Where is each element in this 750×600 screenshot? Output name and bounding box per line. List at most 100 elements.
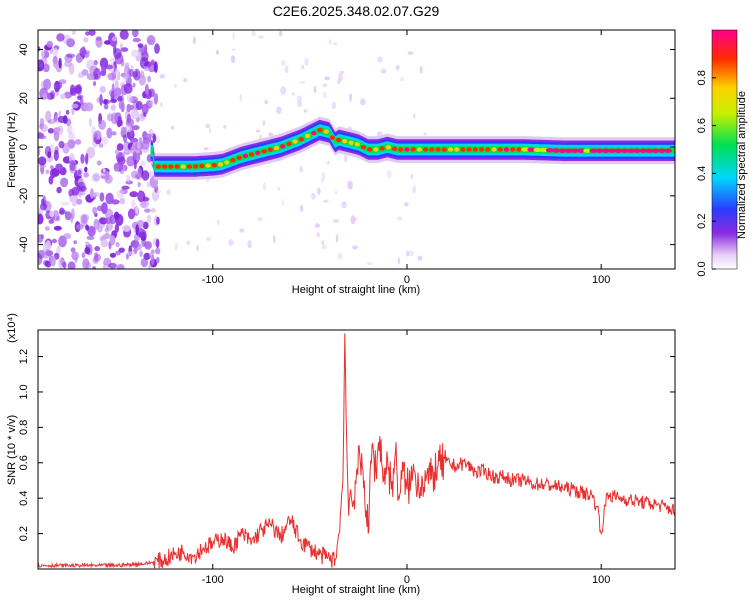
noise-blob bbox=[130, 137, 139, 143]
colorbar-tick-label: 0.0 bbox=[696, 261, 708, 276]
y-tick-label: 0.6 bbox=[18, 455, 30, 470]
noise-blob bbox=[143, 133, 152, 139]
noise-blob bbox=[296, 95, 302, 102]
noise-blob bbox=[70, 87, 77, 96]
spectrogram-panel: -100 0 100 -40 -20 0 20 40 Height of straight l… bbox=[6, 29, 676, 296]
noise-blob bbox=[277, 187, 280, 191]
noise-blob bbox=[132, 125, 140, 131]
x-tick-label: 100 bbox=[592, 574, 610, 586]
noise-blob bbox=[102, 265, 109, 269]
ridge-peak bbox=[620, 148, 629, 153]
noise-blob bbox=[56, 245, 61, 255]
noise-blob bbox=[135, 205, 139, 215]
noise-blob bbox=[139, 250, 143, 258]
noise-blob bbox=[268, 132, 274, 137]
ridge-peak bbox=[162, 164, 168, 169]
colorbar-gradient bbox=[711, 29, 738, 270]
noise-blob bbox=[136, 142, 141, 150]
noise-blob bbox=[343, 154, 348, 163]
noise-blob bbox=[111, 131, 117, 136]
noise-blob bbox=[145, 83, 149, 95]
noise-blob bbox=[147, 61, 156, 73]
noise-blob bbox=[109, 98, 117, 104]
y-tick-label: 0.4 bbox=[18, 491, 30, 506]
noise-blob bbox=[125, 118, 134, 128]
noise-blob bbox=[203, 147, 209, 151]
noise-blob bbox=[53, 149, 59, 162]
ridge-peak bbox=[509, 147, 516, 152]
ridge-peak bbox=[404, 147, 410, 152]
ridge-peak bbox=[429, 147, 435, 152]
noise-blob bbox=[156, 135, 160, 144]
y-tick-label: 0.8 bbox=[18, 420, 30, 435]
noise-blob bbox=[110, 104, 117, 111]
noise-blob bbox=[284, 65, 289, 74]
ridge-peak bbox=[651, 148, 660, 153]
noise-blob bbox=[38, 156, 47, 166]
ridge-peak bbox=[367, 147, 373, 152]
noise-blob bbox=[119, 30, 129, 40]
noise-blob bbox=[47, 151, 52, 159]
noise-blob bbox=[104, 170, 110, 182]
y-tick-label: 40 bbox=[18, 43, 30, 55]
noise-blob bbox=[116, 189, 125, 199]
noise-blob bbox=[84, 247, 91, 255]
noise-blob bbox=[85, 152, 89, 164]
noise-blob bbox=[80, 213, 90, 222]
noise-blob bbox=[352, 245, 358, 250]
ridge-peak bbox=[454, 147, 460, 152]
noise-blob bbox=[124, 125, 133, 133]
ridge-peak bbox=[410, 147, 416, 152]
noise-blob bbox=[321, 244, 327, 250]
noise-blob bbox=[138, 150, 143, 156]
noise-blob bbox=[410, 173, 414, 180]
ridge-peak bbox=[261, 149, 267, 154]
ridge-peak bbox=[466, 147, 472, 152]
noise-blob bbox=[129, 191, 139, 198]
noise-blob bbox=[262, 182, 267, 191]
y-tick-label: 0 bbox=[18, 144, 30, 150]
noise-blob bbox=[112, 36, 118, 42]
colorbar-tick-label: 0.2 bbox=[696, 214, 708, 229]
ridge-peak bbox=[516, 147, 522, 152]
noise-blob bbox=[141, 103, 149, 115]
noise-blob bbox=[397, 257, 400, 265]
ridge-peak bbox=[205, 163, 211, 168]
ridge-peak bbox=[570, 148, 579, 153]
noise-blob bbox=[153, 61, 158, 73]
ridge-peak bbox=[664, 148, 672, 153]
noise-blob bbox=[276, 106, 282, 115]
spectrogram-ylabel: Frequency (Hz) bbox=[6, 112, 18, 188]
ridge-peak bbox=[186, 164, 193, 169]
noise-blob bbox=[42, 93, 48, 100]
x-tick-label: -100 bbox=[202, 574, 224, 586]
noise-blob bbox=[131, 49, 140, 58]
noise-blob bbox=[322, 92, 327, 98]
ridge-peak bbox=[614, 148, 623, 153]
noise-blob bbox=[44, 226, 50, 231]
ridge-peak bbox=[521, 147, 530, 152]
y-tick-label: -20 bbox=[18, 188, 30, 204]
ridge-peak bbox=[645, 148, 654, 153]
noise-blob bbox=[366, 262, 373, 266]
noise-blob bbox=[40, 124, 48, 132]
noise-blob bbox=[61, 93, 66, 100]
noise-blob bbox=[196, 244, 199, 252]
noise-blob bbox=[150, 254, 155, 266]
colorbar-ticks: 0.0 0.2 0.4 0.6 0.8 bbox=[696, 70, 716, 277]
noise-blob bbox=[327, 161, 330, 165]
noise-blob bbox=[45, 110, 52, 123]
noise-blob bbox=[76, 181, 86, 192]
ridge-peak bbox=[423, 147, 429, 152]
noise-blob bbox=[144, 208, 151, 213]
noise-blob bbox=[217, 219, 220, 226]
noise-blob bbox=[69, 195, 78, 203]
noise-blob bbox=[118, 101, 123, 110]
ridge-peak bbox=[447, 147, 454, 152]
noise-blob bbox=[297, 100, 303, 108]
y-tick-label: -40 bbox=[18, 237, 30, 253]
noise-blob bbox=[96, 160, 102, 166]
noise-blob bbox=[86, 235, 95, 240]
ridge-peak bbox=[416, 147, 422, 152]
noise-blob bbox=[68, 132, 76, 140]
